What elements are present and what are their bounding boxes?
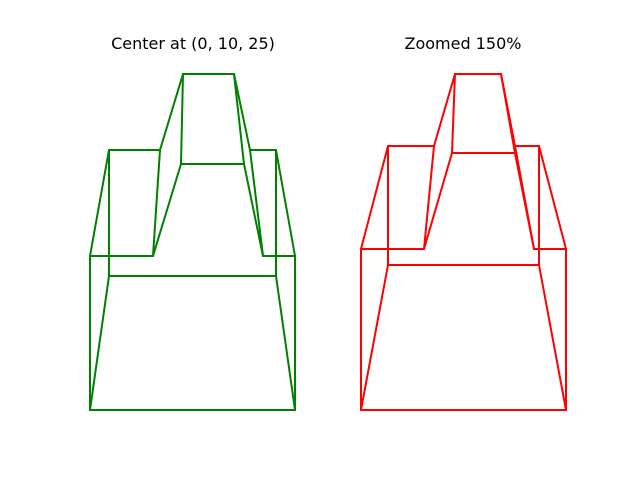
wireframe-edge	[233, 73, 245, 165]
wireframe-edge	[233, 73, 251, 151]
wireframe-edge	[538, 145, 567, 250]
left-panel-title: Center at (0, 10, 25)	[111, 34, 275, 53]
wireframe-edge	[89, 149, 110, 257]
wireframe-edge	[249, 149, 264, 257]
wireframe-edge	[152, 163, 182, 257]
wireframe-edge	[243, 163, 264, 257]
wireframe-edge	[180, 73, 184, 165]
wireframe-edge	[423, 145, 435, 250]
wireframe-edge	[360, 264, 389, 411]
wireframe-edge	[500, 73, 516, 154]
right-wireframe	[360, 73, 567, 411]
wireframe-edge	[514, 145, 535, 250]
wireframe-edge	[275, 275, 296, 411]
wireframe-edge	[433, 73, 456, 147]
left-wireframe	[89, 73, 296, 411]
wireframe-edge	[451, 73, 456, 154]
wireframe-edge	[423, 152, 453, 250]
wireframe-edge	[89, 275, 110, 411]
wireframe-edge	[538, 264, 567, 411]
wireframe-edge	[159, 73, 184, 151]
right-panel-title: Zoomed 150%	[405, 34, 522, 53]
wireframe-edge	[152, 149, 161, 257]
wireframe-edge	[360, 145, 389, 250]
wireframe-edge	[275, 149, 296, 257]
